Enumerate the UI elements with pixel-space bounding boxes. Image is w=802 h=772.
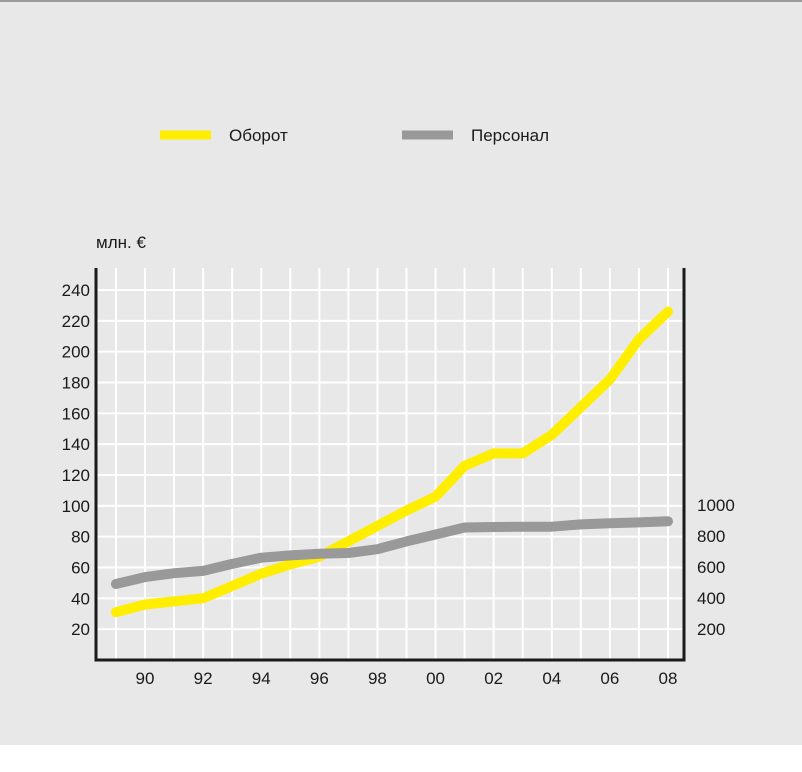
right-y-tick-label: 800 (697, 527, 725, 546)
right-y-tick-label: 400 (697, 589, 725, 608)
right-y-tick-label: 200 (697, 620, 725, 639)
left-y-tick-label: 220 (62, 312, 90, 331)
axes (94, 268, 686, 662)
left-axis-label: млн. € (96, 233, 146, 252)
left-y-tick-label: 240 (62, 281, 90, 300)
series-line-turnover (110, 306, 673, 618)
left-y-tick-label: 160 (62, 404, 90, 423)
legend-label: Оборот (229, 126, 288, 145)
legend-label: Персонал (471, 126, 549, 145)
x-tick-label: 02 (484, 669, 503, 688)
left-y-tick-label: 200 (62, 343, 90, 362)
left-y-tick-label: 40 (71, 589, 90, 608)
series-lines (110, 306, 673, 618)
legend: Оборот Персонал (160, 126, 549, 145)
left-y-tick-label: 60 (71, 559, 90, 578)
x-tick-label: 04 (542, 669, 561, 688)
left-y-tick-label: 100 (62, 497, 90, 516)
x-tick-label: 98 (368, 669, 387, 688)
left-y-tick-label: 80 (71, 528, 90, 547)
left-y-tick-label: 20 (71, 620, 90, 639)
left-y-tick-label: 140 (62, 435, 90, 454)
right-y-tick-label: 1000 (697, 496, 735, 515)
x-tick-label: 06 (600, 669, 619, 688)
tick-labels: 90 92 94 96 98 00 02 04 06 08 20 40 60 80 100 120 140 160… (62, 281, 735, 688)
x-tick-label: 92 (194, 669, 213, 688)
x-tick-label: 00 (426, 669, 445, 688)
series-line-personnel (110, 516, 673, 589)
right-y-tick-label: 600 (697, 558, 725, 577)
left-y-tick-label: 180 (62, 374, 90, 393)
left-y-tick-label: 120 (62, 466, 90, 485)
x-tick-label: 94 (252, 669, 271, 688)
x-tick-label: 08 (659, 669, 678, 688)
x-tick-label: 90 (136, 669, 155, 688)
x-tick-label: 96 (310, 669, 329, 688)
